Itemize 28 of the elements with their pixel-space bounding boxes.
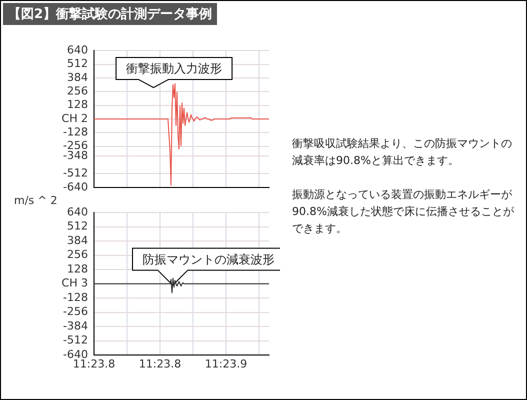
- x-tick-label: 11:23.9: [204, 357, 248, 370]
- y-tick-label: 512: [67, 57, 88, 70]
- text: 振動源となっている装置の振動エネルギーが90.8%減衰した状態で床に伝播させることができます。: [292, 187, 514, 237]
- y-tick-label: -512: [63, 334, 88, 347]
- y-tick-label: 640: [67, 205, 88, 218]
- y-tick-label: CH 3: [62, 276, 88, 290]
- y-tick-label: 384: [67, 70, 88, 84]
- y-tick-label: 256: [67, 84, 88, 98]
- y-tick-label: -128: [63, 290, 88, 304]
- y-tick-label: -640: [63, 180, 88, 194]
- text: 衝撃吸収試験結果より、この防振マウントの減衰率は90.8%と算出できます。: [292, 136, 513, 169]
- annotation: 衝撃振動入力波形: [126, 62, 222, 76]
- y-tick-label: -512: [63, 166, 88, 180]
- annotation: 防振マウントの減衰波形: [142, 252, 274, 266]
- y-tick-label: 128: [67, 262, 88, 276]
- y-tick-label: CH 2: [62, 112, 88, 125]
- y-tick-label: 640: [67, 43, 88, 56]
- chart-title: 【図2】衝撃試験の計測データ事例: [3, 3, 218, 25]
- y-tick-label: -384: [63, 319, 88, 332]
- y-tick-label: 128: [67, 98, 88, 112]
- y-tick-label: -128: [63, 126, 88, 139]
- y-tick-label: -256: [63, 305, 88, 318]
- y-tick-label: -348: [63, 149, 88, 162]
- y-tick-label: 256: [67, 248, 88, 262]
- y-axis-title: m/s ^ 2: [14, 194, 58, 207]
- x-tick-label: 11:23.8: [138, 357, 182, 370]
- y-tick-label: 384: [67, 234, 88, 247]
- y-tick-label: 512: [67, 220, 88, 233]
